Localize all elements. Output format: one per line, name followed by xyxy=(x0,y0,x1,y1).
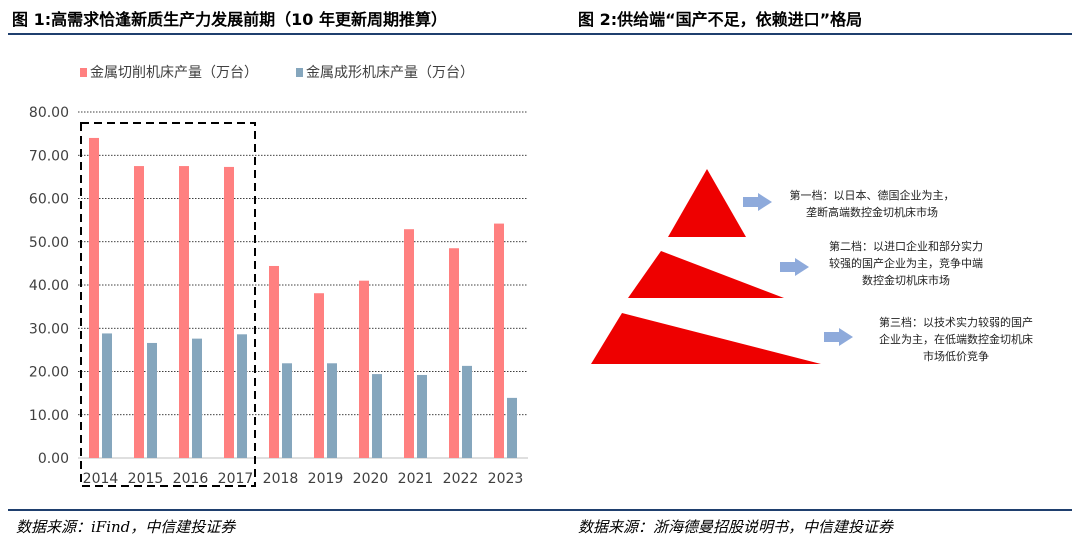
bar-forming xyxy=(462,365,472,458)
figure-2-source: 数据来源：浙海德曼招股说明书，中信建投证券 xyxy=(578,518,894,536)
figure-2-title: 图 2:供给端“国产不足，依赖进口”格局 xyxy=(578,10,863,29)
bar-cutting xyxy=(224,166,234,458)
bar-forming xyxy=(327,363,337,458)
x-tick-label: 2018 xyxy=(263,471,299,487)
bar-cutting xyxy=(404,229,414,458)
legend-label: 金属成形机床产量（万台） xyxy=(306,65,474,81)
y-tick-label: 30.00 xyxy=(29,321,69,337)
y-tick-label: 0.00 xyxy=(38,451,69,467)
bar-cutting xyxy=(89,137,99,458)
y-tick-label: 20.00 xyxy=(29,365,69,381)
bar-forming xyxy=(417,374,427,458)
bar-cutting xyxy=(494,223,504,458)
arrow-tier-3-icon xyxy=(824,328,853,346)
bar-forming xyxy=(507,397,517,458)
bar-forming xyxy=(282,363,292,458)
x-tick-label: 2014 xyxy=(83,471,119,487)
bar-cutting xyxy=(359,280,369,458)
tier-3-text: 第三档：以技术实力较弱的国产 企业为主，在低端数控金切机床 市场低价竞争 xyxy=(879,316,1033,363)
legend-label: 金属切削机床产量（万台） xyxy=(90,65,258,81)
bar-cutting xyxy=(134,166,144,458)
y-tick-label: 80.00 xyxy=(29,105,69,121)
bar-forming xyxy=(147,342,157,458)
pyramid-tier-top xyxy=(668,169,746,237)
x-tick-label: 2016 xyxy=(173,471,209,487)
bar-forming xyxy=(192,338,202,458)
highlight-box xyxy=(80,122,256,487)
y-tick-label: 70.00 xyxy=(29,148,69,164)
arrow-tier-2-icon xyxy=(780,258,809,276)
x-tick-label: 2023 xyxy=(488,471,524,487)
bar-cutting xyxy=(449,248,459,458)
bar-forming xyxy=(237,334,247,458)
x-tick-label: 2017 xyxy=(218,471,254,487)
tier-1-text: 第一档：以日本、德国企业为主， 垄断高端数控金切机床市场 xyxy=(789,189,955,219)
header-rule xyxy=(8,33,1072,35)
bar-cutting xyxy=(314,293,324,458)
y-tick-label: 50.00 xyxy=(29,235,69,251)
bar-forming xyxy=(102,333,112,458)
y-tick-label: 10.00 xyxy=(29,408,69,424)
y-tick-label: 40.00 xyxy=(29,278,69,294)
bar-cutting xyxy=(179,166,189,458)
x-tick-label: 2015 xyxy=(128,471,164,487)
tier-2-text: 第二档：以进口企业和部分实力 较强的国产企业为主，竞争中端 数控金切机床市场 xyxy=(829,240,983,287)
x-tick-label: 2020 xyxy=(353,471,389,487)
footer-rule xyxy=(8,509,1072,511)
bar-forming xyxy=(372,374,382,458)
production-bar-chart: 0.00 10.00 20.00 30.00 40.00 50.00 60.00 70.00 8… xyxy=(29,65,528,487)
figure-1-title: 图 1:高需求恰逢新质生产力发展前期（10 年更新周期推算） xyxy=(12,10,447,29)
x-tick-label: 2021 xyxy=(398,471,434,487)
pyramid-tier-middle xyxy=(628,251,784,298)
y-tick-label: 60.00 xyxy=(29,192,69,208)
x-tick-label: 2019 xyxy=(308,471,344,487)
legend-swatch xyxy=(296,68,303,77)
pyramid-tier-bottom xyxy=(591,313,821,364)
arrow-tier-1-icon xyxy=(743,193,772,211)
bar-cutting xyxy=(269,265,279,458)
x-tick-label: 2022 xyxy=(443,471,479,487)
figure-1-source: 数据来源：iFind，中信建投证券 xyxy=(16,518,236,536)
legend-swatch xyxy=(80,68,87,77)
